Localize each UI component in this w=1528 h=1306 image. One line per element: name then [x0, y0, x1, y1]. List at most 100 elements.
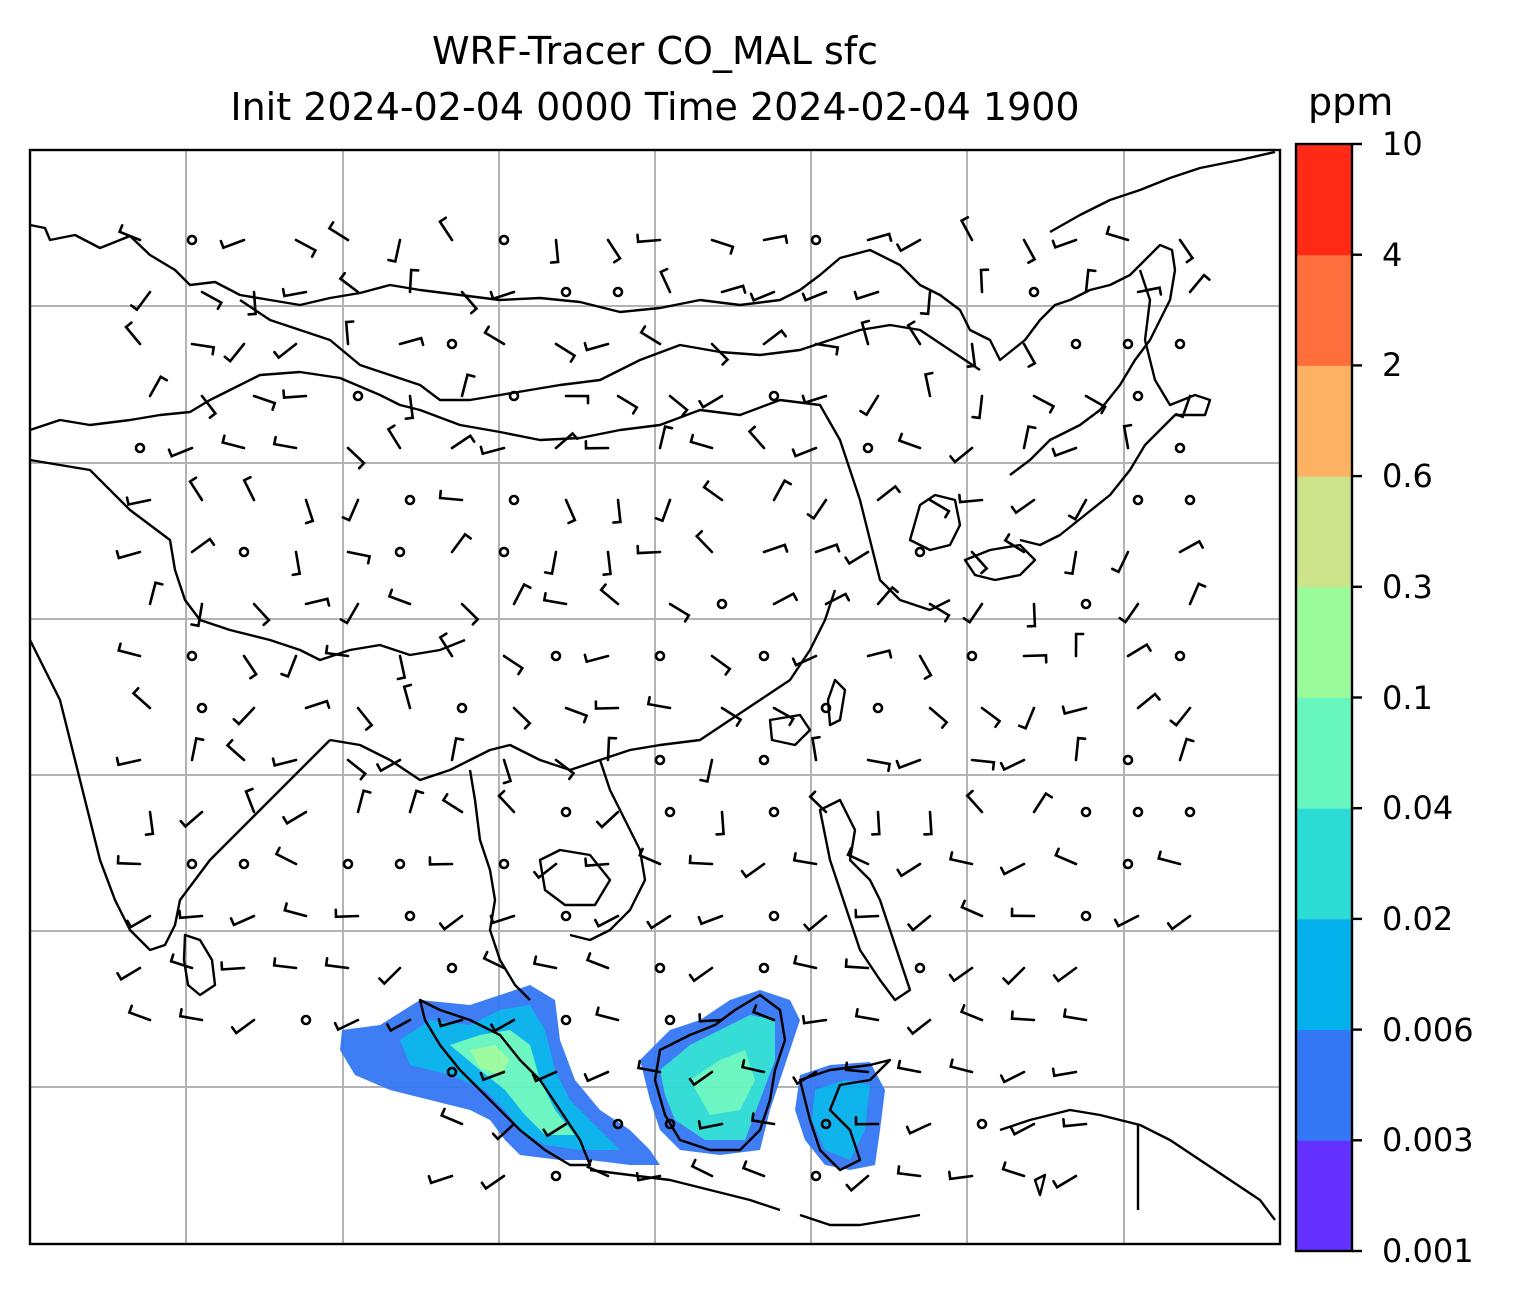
- wind-barb: [871, 810, 881, 836]
- wind-barb: [178, 1008, 204, 1022]
- wind-barb: [190, 736, 205, 762]
- wind-barb: [1178, 737, 1195, 762]
- wind-barb: [854, 1008, 880, 1022]
- wind-barb: [272, 957, 298, 970]
- wind-barb: [980, 706, 1002, 729]
- colorbar-segment: [1296, 1029, 1352, 1141]
- calm-wind-marker: [498, 234, 510, 246]
- wind-barb: [338, 271, 360, 294]
- wind-barb: [846, 847, 870, 866]
- wind-barb: [1157, 850, 1182, 866]
- wind-barb: [117, 224, 142, 242]
- calm-wind-marker: [1184, 806, 1196, 818]
- wind-barb: [427, 1174, 454, 1185]
- wind-barb: [740, 1059, 766, 1074]
- wind-barb: [115, 756, 142, 767]
- colorbar-tick-label: 4: [1382, 235, 1403, 274]
- wind-barb: [594, 700, 620, 710]
- wind-barb: [1032, 791, 1054, 814]
- wind-barb: [482, 950, 506, 970]
- wind-barb: [542, 592, 568, 606]
- wind-barb: [907, 914, 932, 932]
- calm-wind-marker: [914, 546, 926, 558]
- colorbar-segment: [1296, 476, 1352, 588]
- tracer-plume: [340, 985, 885, 1170]
- wind-barb: [928, 602, 951, 623]
- wind-barb: [638, 847, 662, 866]
- wind-barb: [866, 758, 892, 773]
- wind-barb: [999, 862, 1026, 876]
- wind-barb: [948, 966, 974, 983]
- wind-barb: [1003, 533, 1026, 554]
- wind-barb: [327, 221, 350, 242]
- calm-wind-marker: [394, 546, 406, 558]
- wind-barb: [919, 290, 932, 316]
- wind-barb: [460, 602, 480, 626]
- calm-wind-marker: [716, 598, 728, 610]
- wind-barb: [450, 736, 465, 762]
- coast-korea: [908, 493, 962, 552]
- wind-barb: [386, 1018, 412, 1033]
- wind-barb: [720, 706, 743, 727]
- wind-barb: [148, 581, 164, 606]
- wind-barb: [1001, 1161, 1026, 1178]
- wind-barb: [583, 341, 610, 352]
- wind-barb: [1169, 706, 1192, 728]
- wind-barb: [584, 857, 610, 868]
- coast-indochina: [329, 589, 837, 782]
- wind-barb: [1010, 907, 1036, 918]
- wind-barb: [962, 602, 984, 625]
- wind-barb: [221, 434, 246, 450]
- wind-barb: [554, 431, 579, 450]
- wind-barb: [762, 234, 789, 244]
- wind-barb: [125, 496, 152, 507]
- wind-barb: [200, 290, 224, 310]
- wind-barb: [282, 810, 308, 826]
- wind-barb: [344, 320, 355, 346]
- coast-china-inner: [29, 370, 951, 612]
- wind-barb: [144, 810, 155, 836]
- wind-barb: [200, 394, 218, 419]
- wind-barb: [324, 957, 350, 970]
- wind-barb: [247, 290, 257, 316]
- calm-wind-marker: [914, 962, 926, 974]
- wind-barb: [594, 914, 620, 928]
- wind-barb: [811, 735, 821, 762]
- wind-barb: [244, 787, 256, 814]
- wind-barb: [497, 789, 516, 814]
- calm-wind-marker: [1028, 286, 1040, 298]
- wind-barb: [1074, 736, 1087, 762]
- wind-barb: [948, 1170, 974, 1181]
- colorbar-tick-label: 0.001: [1382, 1232, 1474, 1270]
- wind-barb: [1051, 1067, 1078, 1078]
- wind-barb: [965, 789, 984, 814]
- wind-barb: [252, 602, 271, 627]
- wind-barb: [229, 914, 256, 927]
- wind-barb: [792, 955, 818, 970]
- wind-barb: [896, 1165, 922, 1178]
- wind-barb: [398, 336, 425, 347]
- wind-barb: [1026, 602, 1037, 628]
- wind-barb: [1010, 498, 1036, 515]
- wind-barb: [387, 238, 402, 264]
- wind-barb: [117, 642, 142, 658]
- calm-wind-marker: [1122, 338, 1134, 350]
- wind-barb: [1017, 706, 1036, 730]
- wind-barb: [543, 550, 558, 576]
- wind-barb: [242, 654, 258, 680]
- calm-wind-marker: [186, 234, 198, 246]
- plume-sumatra-peak: [470, 1045, 510, 1075]
- wind-barb: [1188, 582, 1207, 606]
- calm-wind-marker: [612, 1118, 624, 1130]
- wind-barb: [124, 321, 142, 346]
- wind-barb: [999, 1070, 1026, 1084]
- wind-barb: [896, 1059, 922, 1074]
- wind-barb: [408, 789, 425, 814]
- colorbar-segment: [1296, 586, 1352, 698]
- calm-wind-marker: [446, 962, 458, 974]
- wind-barb: [659, 267, 672, 294]
- wind-barb: [1110, 550, 1130, 574]
- wind-barb: [1051, 238, 1078, 250]
- coast-timor: [1033, 1173, 1047, 1197]
- wind-barb: [772, 706, 795, 727]
